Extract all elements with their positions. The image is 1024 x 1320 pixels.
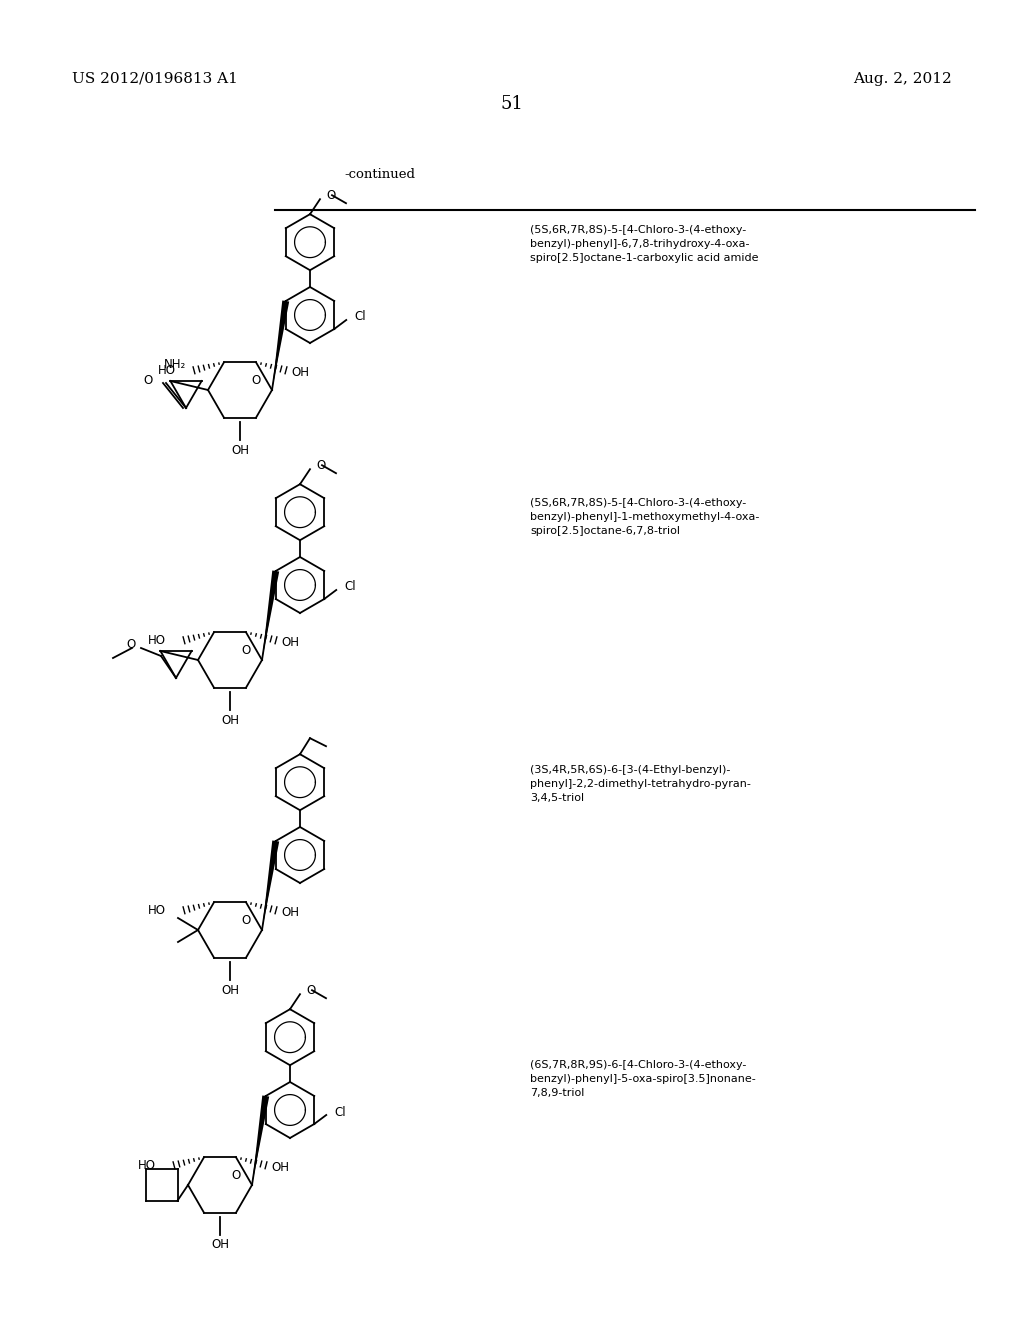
Text: OH: OH	[211, 1238, 229, 1251]
Polygon shape	[262, 570, 280, 660]
Text: (3S,4R,5R,6S)-6-[3-(4-Ethyl-benzyl)-
phenyl]-2,2-dimethyl-tetrahydro-pyran-
3,4,: (3S,4R,5R,6S)-6-[3-(4-Ethyl-benzyl)- phe…	[530, 766, 751, 803]
Text: OH: OH	[281, 906, 299, 919]
Text: US 2012/0196813 A1: US 2012/0196813 A1	[72, 73, 238, 86]
Text: O: O	[306, 983, 315, 997]
Text: Cl: Cl	[344, 581, 356, 594]
Text: (5S,6R,7R,8S)-5-[4-Chloro-3-(4-ethoxy-
benzyl)-phenyl]-1-methoxymethyl-4-oxa-
sp: (5S,6R,7R,8S)-5-[4-Chloro-3-(4-ethoxy- b…	[530, 498, 760, 536]
Text: HO: HO	[158, 364, 176, 376]
Text: Cl: Cl	[334, 1106, 346, 1118]
Text: O: O	[326, 189, 335, 202]
Text: O: O	[143, 375, 153, 388]
Text: O: O	[127, 639, 136, 652]
Text: O: O	[242, 644, 251, 657]
Text: HO: HO	[148, 634, 166, 647]
Text: O: O	[316, 459, 326, 471]
Text: NH₂: NH₂	[164, 359, 186, 371]
Text: O: O	[242, 913, 251, 927]
Text: HO: HO	[138, 1159, 156, 1172]
Text: -continued: -continued	[344, 168, 416, 181]
Polygon shape	[262, 841, 280, 931]
Text: O: O	[251, 374, 261, 387]
Text: OH: OH	[231, 444, 249, 457]
Text: 51: 51	[501, 95, 523, 114]
Polygon shape	[272, 301, 289, 389]
Text: OH: OH	[221, 714, 239, 726]
Text: (6S,7R,8R,9S)-6-[4-Chloro-3-(4-ethoxy-
benzyl)-phenyl]-5-oxa-spiro[3.5]nonane-
7: (6S,7R,8R,9S)-6-[4-Chloro-3-(4-ethoxy- b…	[530, 1060, 756, 1098]
Text: Cl: Cl	[354, 310, 366, 323]
Text: OH: OH	[281, 636, 299, 649]
Polygon shape	[252, 1096, 269, 1185]
Text: OH: OH	[291, 366, 309, 379]
Text: (5S,6R,7R,8S)-5-[4-Chloro-3-(4-ethoxy-
benzyl)-phenyl]-6,7,8-trihydroxy-4-oxa-
s: (5S,6R,7R,8S)-5-[4-Chloro-3-(4-ethoxy- b…	[530, 224, 759, 263]
Text: OH: OH	[221, 983, 239, 997]
Text: O: O	[231, 1170, 241, 1181]
Text: Aug. 2, 2012: Aug. 2, 2012	[853, 73, 952, 86]
Text: OH: OH	[271, 1160, 289, 1173]
Text: HO: HO	[148, 904, 166, 917]
